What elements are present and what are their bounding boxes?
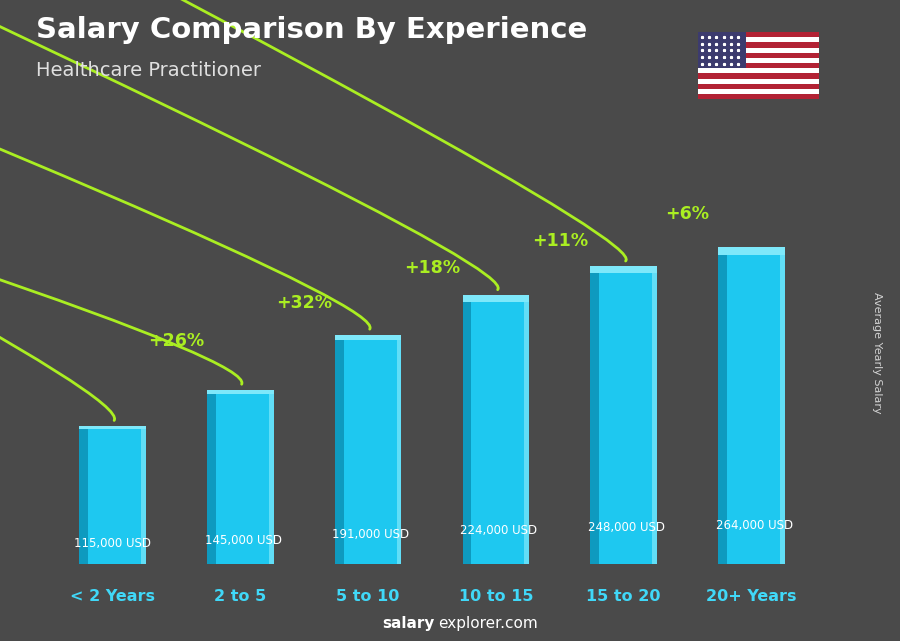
Text: 264,000 USD: 264,000 USD bbox=[716, 519, 793, 532]
Bar bbox=[79, 426, 146, 429]
Bar bbox=[780, 247, 785, 564]
Bar bbox=[698, 42, 819, 47]
Bar bbox=[463, 295, 529, 301]
Bar bbox=[525, 295, 529, 564]
Text: 115,000 USD: 115,000 USD bbox=[75, 537, 151, 550]
Text: 15 to 20: 15 to 20 bbox=[587, 589, 661, 604]
Bar bbox=[335, 335, 401, 340]
Text: salary: salary bbox=[382, 617, 435, 631]
Bar bbox=[698, 94, 819, 99]
Text: +18%: +18% bbox=[404, 259, 460, 277]
Text: 5 to 10: 5 to 10 bbox=[337, 589, 400, 604]
Bar bbox=[397, 335, 401, 564]
Bar bbox=[652, 266, 657, 564]
Bar bbox=[463, 295, 472, 564]
Text: Average Yearly Salary: Average Yearly Salary bbox=[872, 292, 883, 413]
Text: 2 to 5: 2 to 5 bbox=[214, 589, 266, 604]
Bar bbox=[698, 32, 819, 37]
Text: 248,000 USD: 248,000 USD bbox=[588, 521, 665, 535]
Bar bbox=[698, 37, 819, 42]
Bar bbox=[207, 390, 274, 394]
Bar bbox=[698, 74, 819, 79]
Text: Healthcare Practitioner: Healthcare Practitioner bbox=[36, 61, 261, 80]
Bar bbox=[207, 390, 274, 564]
Bar bbox=[463, 295, 529, 564]
Text: +32%: +32% bbox=[276, 294, 332, 312]
Bar bbox=[698, 47, 819, 53]
Text: 224,000 USD: 224,000 USD bbox=[460, 524, 537, 537]
Text: < 2 Years: < 2 Years bbox=[70, 589, 155, 604]
Bar bbox=[590, 266, 657, 274]
Bar bbox=[718, 247, 785, 564]
Text: 20+ Years: 20+ Years bbox=[706, 589, 796, 604]
Bar bbox=[698, 63, 819, 69]
Bar bbox=[79, 426, 88, 564]
Bar bbox=[718, 247, 727, 564]
Bar bbox=[335, 335, 401, 564]
Text: 10 to 15: 10 to 15 bbox=[459, 589, 533, 604]
Bar bbox=[698, 84, 819, 89]
Bar bbox=[698, 53, 819, 58]
Bar bbox=[207, 390, 216, 564]
Text: Salary Comparison By Experience: Salary Comparison By Experience bbox=[36, 16, 587, 44]
Bar bbox=[698, 79, 819, 84]
Text: 191,000 USD: 191,000 USD bbox=[332, 528, 410, 541]
Bar bbox=[79, 426, 146, 564]
Bar bbox=[698, 69, 819, 74]
Bar bbox=[590, 266, 599, 564]
Text: 145,000 USD: 145,000 USD bbox=[204, 534, 282, 547]
Bar bbox=[698, 58, 819, 63]
Bar bbox=[698, 32, 746, 69]
Text: +11%: +11% bbox=[532, 232, 588, 250]
Bar bbox=[590, 266, 657, 564]
Text: +6%: +6% bbox=[665, 205, 709, 223]
Text: +26%: +26% bbox=[148, 332, 204, 350]
Bar bbox=[141, 426, 146, 564]
Bar bbox=[269, 390, 274, 564]
Bar bbox=[698, 89, 819, 94]
Text: explorer.com: explorer.com bbox=[438, 617, 538, 631]
Bar bbox=[335, 335, 344, 564]
Bar bbox=[718, 247, 785, 254]
